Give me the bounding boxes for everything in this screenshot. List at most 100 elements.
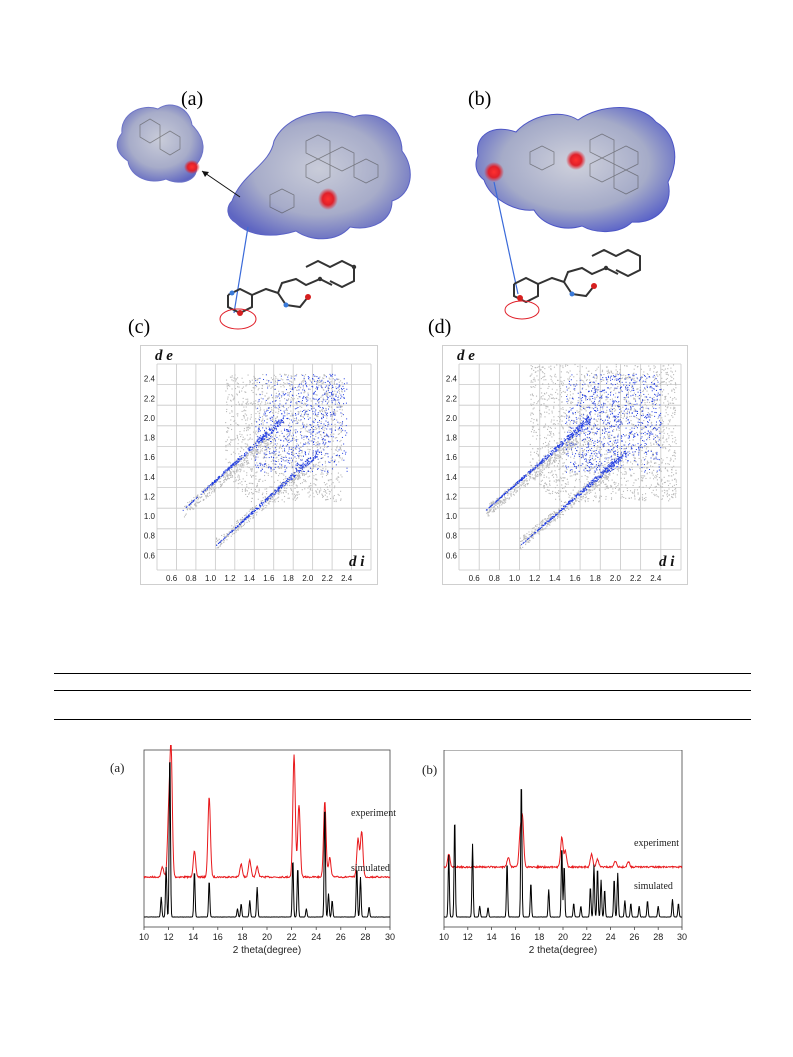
x-tick-label: 0.8 xyxy=(489,574,501,583)
y-tick-label: 2.2 xyxy=(446,394,458,403)
x-tick-label: 1.4 xyxy=(549,574,561,583)
y-tick-label: 0.8 xyxy=(144,532,156,541)
panel-label-c: (c) xyxy=(128,316,151,338)
x-tick-label: 1.2 xyxy=(224,574,236,583)
series-experiment xyxy=(443,813,683,870)
x-axis-symbol: d i xyxy=(349,554,365,570)
x-tick-label: 20 xyxy=(558,932,568,942)
contact-arrow-blue-b xyxy=(493,181,519,295)
x-tick-label: 2.4 xyxy=(341,574,353,583)
x-axis-label: 2 theta(degree) xyxy=(529,945,597,956)
molecule-atoms-b xyxy=(517,265,609,301)
x-tick-label: 30 xyxy=(385,932,395,942)
y-tick-label: 2.0 xyxy=(144,414,156,423)
highlight-ellipse-a xyxy=(219,308,257,330)
x-tick-label: 1.6 xyxy=(569,574,581,583)
contact-spot-small xyxy=(184,160,200,174)
x-tick-label: 1.4 xyxy=(244,574,256,583)
y-tick-label: 1.6 xyxy=(446,453,458,462)
fingerprint-highlighted-contacts xyxy=(485,373,662,546)
x-tick-label: 1.0 xyxy=(205,574,217,583)
y-axis-symbol: d e xyxy=(155,348,173,364)
y-tick-label: 1.2 xyxy=(446,492,458,501)
fingerprint-all-contacts xyxy=(486,364,677,550)
x-tick-label: 28 xyxy=(360,932,370,942)
y-tick-label: 1.8 xyxy=(144,434,156,443)
contact-spot-large xyxy=(318,188,338,210)
fingerprint-highlighted-contacts xyxy=(182,373,348,546)
x-tick-label: 1.2 xyxy=(529,574,541,583)
x-tick-label: 2.2 xyxy=(322,574,334,583)
large-surface-fragment xyxy=(227,111,411,240)
table-rule-bottom xyxy=(54,719,751,720)
y-tick-label: 1.2 xyxy=(144,492,156,501)
x-tick-label: 30 xyxy=(677,932,687,942)
contact-spot-b1 xyxy=(484,162,504,182)
y-tick-label: 1.0 xyxy=(446,512,458,521)
x-tick-label: 1.8 xyxy=(283,574,295,583)
x-tick-label: 1.0 xyxy=(509,574,521,583)
ring-skeleton-b xyxy=(529,133,639,195)
pxrd-chart-a: 10 12 14 16 18 20 22 24 26 28 30 2 theta(degree) (a)… xyxy=(110,745,396,956)
pxrd-chart-b: 10 12 14 16 18 20 22 24 26 28 30 2 theta(degree) (b)… xyxy=(422,750,687,956)
x-tick-label: 0.6 xyxy=(166,574,178,583)
molecule-model-a xyxy=(227,259,355,315)
x-tick-label: 24 xyxy=(311,932,321,942)
legend-simulated: simulated xyxy=(351,863,390,874)
fingerprint-all-contacts xyxy=(183,373,343,549)
highlight-ellipse-b xyxy=(504,300,540,320)
legend-simulated: simulated xyxy=(634,881,673,892)
x-tick-label: 20 xyxy=(262,932,272,942)
contact-spot-b2 xyxy=(566,150,586,170)
hirshfeld-surface-a xyxy=(116,104,411,330)
y-axis-symbol: d e xyxy=(457,348,475,364)
hirshfeld-surface-b xyxy=(475,107,676,320)
y-tick-label: 0.8 xyxy=(446,532,458,541)
contact-arrow-blue xyxy=(233,226,249,314)
panel-label: (b) xyxy=(422,762,437,777)
x-tick-label: 22 xyxy=(287,932,297,942)
x-tick-label: 2.0 xyxy=(302,574,314,583)
y-tick-label: 0.6 xyxy=(144,551,156,560)
y-tick-label: 1.4 xyxy=(144,473,156,482)
x-tick-label: 12 xyxy=(463,932,473,942)
x-tick-label: 26 xyxy=(336,932,346,942)
y-tick-label: 1.0 xyxy=(144,512,156,521)
x-tick-label: 2.4 xyxy=(650,574,662,583)
x-tick-label: 18 xyxy=(534,932,544,942)
legend-experiment: experiment xyxy=(634,838,679,849)
x-tick-label: 2.0 xyxy=(610,574,622,583)
y-tick-label: 2.4 xyxy=(144,375,156,384)
x-tick-label: 1.8 xyxy=(590,574,602,583)
y-tick-label: 0.6 xyxy=(446,551,458,560)
y-tick-label: 2.2 xyxy=(144,394,156,403)
x-tick-label: 12 xyxy=(164,932,174,942)
x-tick-label: 16 xyxy=(510,932,520,942)
small-ring-skeleton xyxy=(139,118,181,156)
contact-arrow-dark xyxy=(201,170,241,198)
x-tick-label: 0.6 xyxy=(469,574,481,583)
table-rule-middle xyxy=(54,690,751,691)
y-tick-label: 1.6 xyxy=(144,453,156,462)
table-rule-top xyxy=(54,673,751,674)
x-axis-symbol: d i xyxy=(659,554,675,570)
y-tick-label: 2.0 xyxy=(446,414,458,423)
large-ring-skeleton xyxy=(269,134,379,214)
fingerprint-plot-d: 2.4 2.2 2.0 1.8 1.6 1.4 1.2 1.0 0.8 0.6 0.6 0.8 1.0 1… xyxy=(442,345,688,585)
x-tick-label: 2.2 xyxy=(630,574,642,583)
molecule-model-b xyxy=(513,248,641,304)
x-tick-label: 24 xyxy=(606,932,616,942)
fingerprint-plot-c: 2.4 2.2 2.0 1.8 1.6 1.4 1.2 1.0 0.8 0.6 0.6 0.8 1.0 1… xyxy=(140,345,378,585)
x-tick-label: 28 xyxy=(653,932,663,942)
y-tick-label: 1.4 xyxy=(446,473,458,482)
x-tick-label: 0.8 xyxy=(185,574,197,583)
x-tick-label: 26 xyxy=(629,932,639,942)
panel-label-a: (a) xyxy=(181,88,204,110)
x-tick-label: 14 xyxy=(487,932,497,942)
panel-label-b: (b) xyxy=(468,88,492,110)
series-simulated xyxy=(143,762,391,918)
x-tick-label: 14 xyxy=(188,932,198,942)
x-tick-label: 10 xyxy=(139,932,149,942)
x-tick-label: 1.6 xyxy=(263,574,275,583)
plot-frame xyxy=(143,749,391,928)
